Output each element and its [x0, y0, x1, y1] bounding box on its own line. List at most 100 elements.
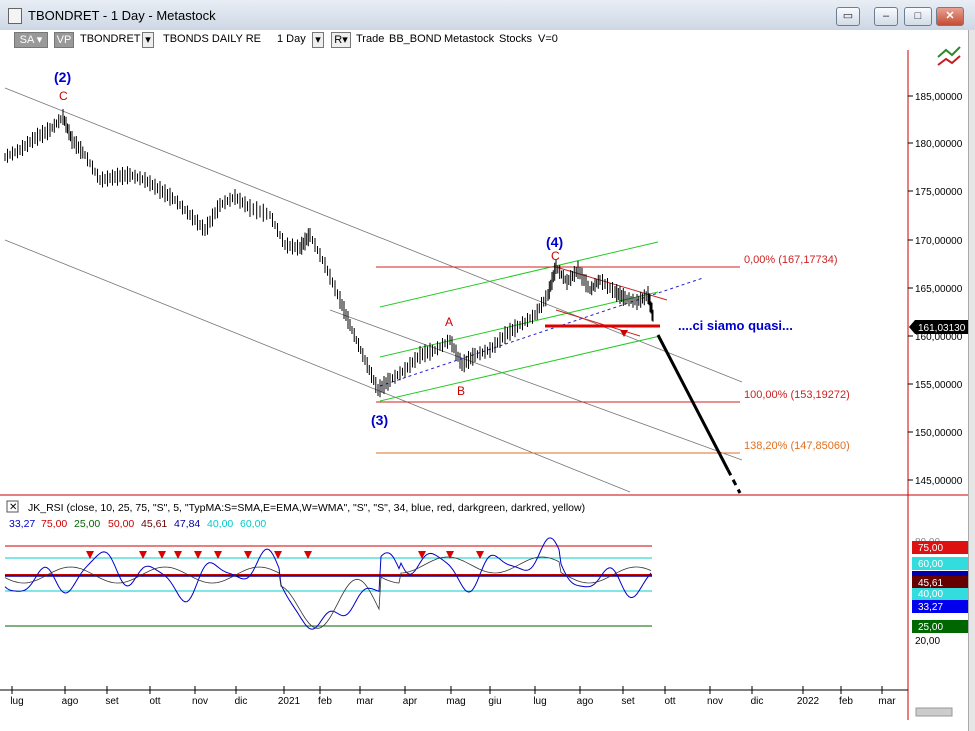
wave-a-label: A [445, 315, 453, 329]
time-label: mag [446, 696, 465, 707]
rsi-tag-25: 25,00 [912, 620, 968, 633]
sell-arrow-icon [476, 551, 484, 559]
time-label: apr [403, 696, 418, 707]
close-panel-x[interactable]: ✕ [9, 502, 17, 513]
chart-area[interactable]: 185,00000 180,00000 175,00000 170,00000 … [0, 30, 975, 731]
price-bars [4, 109, 654, 398]
rsi-tag-text: 33,27 [918, 602, 943, 613]
time-label: 2022 [797, 696, 820, 707]
rsi-panel: ✕ JK_RSI (close, 10, 25, 75, "S", 5, "Ty… [4, 500, 968, 647]
trade-label[interactable]: Trade [356, 33, 385, 45]
rsi-value: 40,00 [207, 518, 233, 530]
period-label: 1 Day [277, 33, 306, 45]
fib-138-label: 138,20% (147,85060) [744, 440, 850, 452]
rsi-tag-text: 75,00 [918, 543, 943, 554]
time-label: nov [192, 696, 208, 707]
price-tick: 185,00000 [908, 92, 963, 103]
price-label: 170,00000 [915, 236, 963, 247]
sa-button[interactable]: SA ▾ [14, 32, 48, 48]
price-label: 180,00000 [915, 139, 963, 150]
horizontal-scrollbar[interactable] [915, 707, 953, 717]
wave-2-label: (2) [54, 69, 71, 85]
restore-chart-icon[interactable]: ▭ [836, 7, 860, 26]
price-tick: 165,00000 [908, 284, 963, 295]
time-label: feb [839, 696, 853, 707]
sell-arrow-icon [214, 551, 222, 559]
rsi-arrows [86, 551, 484, 559]
rsi-tag-3327: 33,27 [912, 600, 968, 613]
time-label: nov [707, 696, 723, 707]
sell-arrow-icon [86, 551, 94, 559]
chart-background [0, 50, 968, 731]
close-panel-icon[interactable] [6, 500, 19, 513]
maximize-button[interactable]: □ [904, 7, 932, 26]
account-label: BB_BOND [389, 33, 442, 45]
price-tick: 155,00000 [908, 380, 963, 391]
fib-0-label: 0,00% (167,17734) [744, 254, 838, 266]
symbol-dropdown[interactable]: ▾ [142, 32, 154, 48]
time-label: lug [10, 696, 23, 707]
vp-button[interactable]: VP [54, 32, 74, 48]
sell-arrow-icon [274, 551, 282, 559]
app-icon [8, 8, 22, 24]
sell-arrow-icon [304, 551, 312, 559]
time-label: dic [235, 696, 248, 707]
rsi-tag-text: 40,00 [918, 589, 943, 600]
chart-toolbar: SA ▾ VP TBONDRET ▾ TBONDS DAILY RE 1 Day… [0, 30, 975, 50]
rsi-tag-40: 40,00 [912, 588, 968, 600]
symbol-label: TBONDRET [80, 33, 141, 45]
time-label: ago [577, 696, 594, 707]
wave-3-label: (3) [371, 412, 388, 428]
sell-arrow-icon [418, 551, 426, 559]
sell-arrow-icon [194, 551, 202, 559]
time-label: lug [533, 696, 546, 707]
period-dropdown[interactable]: ▾ [312, 32, 324, 48]
price-label: 160,00000 [915, 332, 963, 343]
wave-2-c-label: C [59, 89, 68, 103]
time-label: 2021 [278, 696, 301, 707]
price-label: 175,00000 [915, 187, 963, 198]
projection-line [656, 334, 730, 471]
close-button[interactable]: ✕ [936, 7, 964, 26]
time-label: ott [664, 696, 675, 707]
sell-arrow-icon [139, 551, 147, 559]
r-label: R [334, 34, 343, 46]
time-label: ago [62, 696, 79, 707]
trend-icon[interactable] [937, 46, 961, 66]
right-edge-bar [968, 30, 975, 731]
down-arrow-icon [620, 330, 628, 337]
rsi-tag-ma [912, 571, 968, 576]
rsi-line [4, 537, 652, 630]
rsi-formula: JK_RSI (close, 10, 25, 75, "S", 5, "TypM… [28, 502, 585, 514]
price-tick: 145,00000 [908, 476, 963, 487]
rsi-signal-line [4, 556, 652, 629]
rsi-tag-60: 60,00 [912, 557, 968, 570]
rsi-value: 33,27 [9, 518, 35, 530]
time-label: mar [356, 696, 374, 707]
chart-svg[interactable]: 185,00000 180,00000 175,00000 170,00000 … [0, 30, 968, 731]
fib-100-label: 100,00% (153,19272) [744, 389, 850, 401]
minimize-button[interactable]: – [874, 7, 898, 26]
rsi-tag-text: 60,00 [918, 559, 943, 570]
last-price-text: 161,03130 [918, 323, 966, 334]
sell-arrow-icon [446, 551, 454, 559]
rsi-value: 45,61 [141, 518, 167, 530]
wave-b-label: B [457, 384, 465, 398]
source-label: Metastock [444, 33, 495, 45]
price-axis: 185,00000 180,00000 175,00000 170,00000 … [908, 92, 963, 487]
rsi-tag-75: 75,00 [912, 541, 968, 554]
rsi-tag-4561: 45,61 [912, 576, 968, 589]
price-tick: 150,00000 [908, 428, 963, 439]
descending-channel [4, 87, 743, 493]
rsi-axis-20: 20,00 [915, 636, 940, 647]
last-price-tag: 161,03130 [909, 320, 968, 334]
r-dropdown[interactable]: R▾ [331, 32, 351, 48]
rsi-value: 60,00 [240, 518, 266, 530]
rsi-tag-text: 45,61 [918, 578, 943, 589]
security-name: TBONDS DAILY RE [163, 33, 262, 45]
time-label: set [621, 696, 635, 707]
price-tick: 175,00000 [908, 187, 963, 198]
price-label: 145,00000 [915, 476, 963, 487]
wave-4-label: (4) [546, 234, 563, 250]
rsi-value: 47,84 [174, 518, 200, 530]
